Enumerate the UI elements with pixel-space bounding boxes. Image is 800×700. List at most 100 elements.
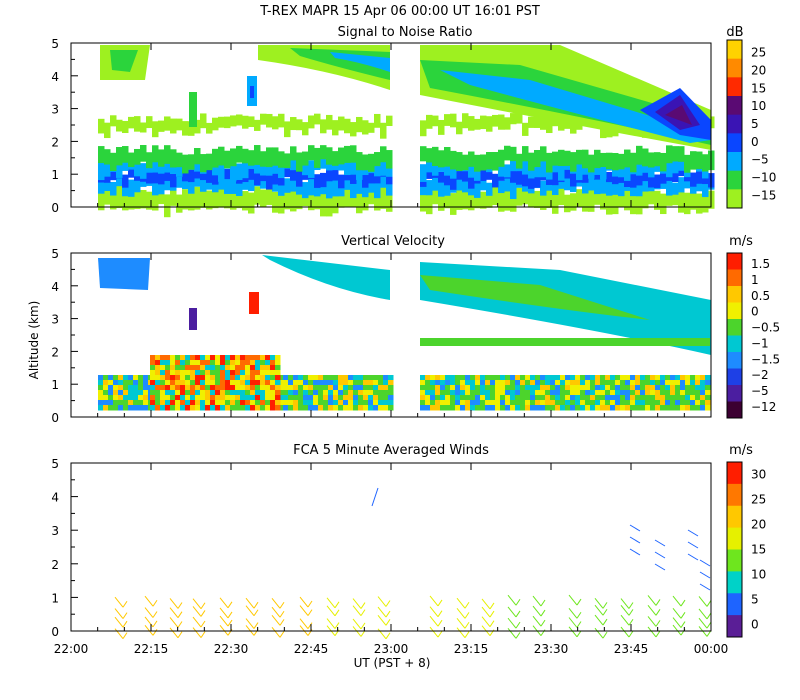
- velocity-cell: [103, 390, 109, 396]
- velocity-cell: [138, 380, 144, 386]
- snr-cell: [272, 168, 279, 185]
- velocity-cell: [615, 380, 621, 386]
- velocity-cell: [150, 400, 156, 406]
- snr-cell: [236, 114, 243, 126]
- snr-cell: [636, 182, 643, 197]
- snr-cell: [314, 181, 321, 197]
- velocity-cell: [190, 405, 196, 411]
- wind-barb: [192, 627, 202, 638]
- velocity-cell: [358, 390, 364, 396]
- colorbar-label: 0.5: [751, 289, 770, 303]
- velocity-cell: [575, 405, 581, 411]
- snr-cell: [600, 175, 607, 194]
- velocity-cell: [235, 370, 241, 376]
- velocity-cell: [635, 380, 641, 386]
- snr-cell: [146, 191, 153, 210]
- wind-barb: [326, 618, 336, 629]
- snr-cell: [170, 186, 177, 206]
- velocity-cell: [308, 405, 314, 411]
- velocity-cell: [475, 400, 481, 406]
- velocity-cell: [283, 395, 289, 401]
- velocity-cell: [545, 405, 551, 411]
- wind-barb: [437, 599, 443, 607]
- velocity-cell: [630, 400, 636, 406]
- velocity-cell: [205, 370, 211, 376]
- snr-cell: [326, 180, 333, 199]
- snr-cell: [122, 190, 129, 211]
- wind-barb: [122, 632, 128, 639]
- velocity-cell: [620, 375, 626, 381]
- wind-barb: [245, 625, 255, 636]
- velocity-cell: [575, 390, 581, 396]
- velocity-cell: [525, 395, 531, 401]
- snr-cell: [290, 189, 297, 212]
- velocity-cell: [128, 400, 134, 406]
- snr-cell: [194, 168, 201, 179]
- snr-cell: [438, 182, 445, 197]
- snr-cell: [594, 186, 601, 205]
- velocity-cell: [155, 400, 161, 406]
- velocity-cell: [235, 395, 241, 401]
- velocity-cell: [230, 405, 236, 411]
- velocity-cell: [103, 375, 109, 381]
- velocity-cell: [470, 375, 476, 381]
- y-tick-label: 4: [51, 70, 59, 84]
- wind-barbs: [114, 487, 712, 640]
- velocity-cell: [525, 400, 531, 406]
- velocity-cell: [113, 405, 119, 411]
- velocity-cell: [680, 380, 686, 386]
- velocity-cell: [435, 390, 441, 396]
- velocity-cell: [465, 395, 471, 401]
- velocity-cell: [98, 405, 104, 411]
- velocity-cell: [555, 395, 561, 401]
- velocity-cell: [215, 355, 221, 361]
- velocity-cell: [570, 390, 576, 396]
- velocity-cell: [185, 365, 191, 371]
- velocity-cell: [288, 380, 294, 386]
- velocity-cell: [175, 395, 181, 401]
- velocity-cell: [205, 405, 211, 411]
- velocity-cell: [535, 400, 541, 406]
- velocity-cell: [460, 390, 466, 396]
- wind-barb: [122, 600, 128, 608]
- snr-cell: [486, 167, 493, 180]
- wind-barb: [629, 548, 641, 556]
- wind-barb: [200, 610, 206, 617]
- snr-cell: [236, 145, 243, 163]
- wind-barb: [429, 626, 439, 638]
- wind-barb: [620, 605, 630, 616]
- snr-cell: [648, 163, 655, 178]
- snr-cell: [110, 152, 117, 171]
- wind-barb: [152, 620, 158, 628]
- velocity-cell: [660, 385, 666, 391]
- velocity-cell: [570, 385, 576, 391]
- velocity-cell: [245, 370, 251, 376]
- snr-cell: [182, 189, 189, 210]
- velocity-cell: [435, 380, 441, 386]
- snr-cell: [146, 152, 153, 169]
- snr-cell: [426, 148, 433, 163]
- snr-cell: [618, 171, 625, 183]
- velocity-cell: [195, 375, 201, 381]
- snr-cell: [368, 170, 375, 184]
- wind-barb: [114, 616, 124, 628]
- velocity-cell: [313, 390, 319, 396]
- snr-cell: [426, 155, 433, 173]
- snr-cell: [152, 159, 159, 173]
- snr-cell: [248, 168, 255, 180]
- snr-cell: [266, 185, 273, 205]
- snr-colorbar-unit: dB: [726, 25, 743, 40]
- wind-barb: [429, 615, 439, 627]
- y-tick-label: 3: [51, 103, 59, 117]
- velocity-cell: [655, 390, 661, 396]
- velocity-cell: [368, 390, 374, 396]
- snr-cell: [134, 158, 141, 177]
- colorbar-swatch: [727, 368, 742, 386]
- velocity-cell: [260, 375, 266, 381]
- snr-cell: [498, 163, 505, 177]
- velocity-cell: [705, 380, 711, 386]
- wind-barb: [629, 524, 641, 532]
- velocity-cell: [108, 405, 114, 411]
- velocity-cell: [650, 380, 656, 386]
